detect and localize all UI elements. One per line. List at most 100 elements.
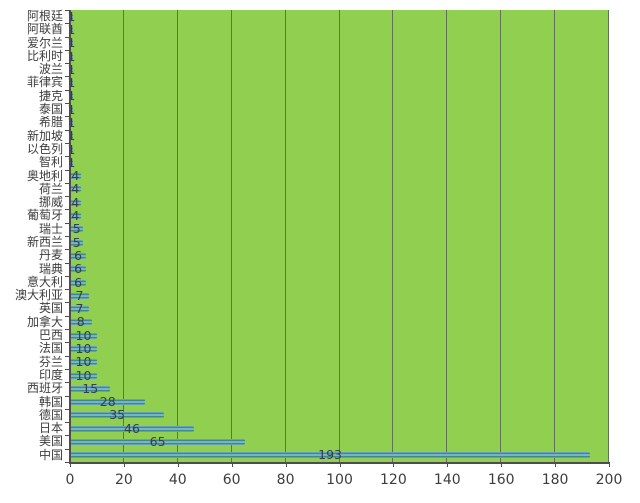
- y-axis-tick: [65, 103, 70, 105]
- x-axis-tick-label: 180: [541, 472, 569, 488]
- y-axis-label: 以色列: [26, 141, 63, 156]
- y-axis-tick: [65, 462, 70, 463]
- bar: [70, 359, 97, 366]
- y-axis-tick: [65, 448, 70, 450]
- bar-value-label: 28: [99, 393, 116, 409]
- bar-value-label: 4: [71, 181, 80, 197]
- x-axis-tick-label: 120: [380, 472, 407, 488]
- y-axis-tick: [65, 275, 70, 277]
- y-axis-label: 巴西: [38, 328, 63, 343]
- plot-area: 1 1 1 1 1 1 1 1 1 1 1 1 4 4 4 4 5 5 6 6 6 7 7 8 10 10 10 10 15 28 35 46…: [67, 8, 609, 462]
- bar-value-label: 65: [149, 433, 166, 449]
- y-axis-label: 丹麦: [38, 248, 63, 263]
- y-axis-label: 荷兰: [38, 181, 63, 196]
- y-axis-label: 菲律宾: [26, 75, 63, 90]
- y-axis-label: 新西兰: [26, 235, 63, 249]
- x-axis-tick-label: 160: [487, 472, 515, 488]
- bar: [70, 93, 73, 100]
- bar: [70, 26, 73, 33]
- gridline: [554, 10, 556, 462]
- y-axis-label: 新加坡: [26, 128, 63, 143]
- x-axis-tick: [555, 462, 557, 467]
- bar-value-label: 10: [75, 367, 92, 383]
- bar-value-label: 1: [67, 34, 76, 50]
- y-axis-label: 智利: [38, 155, 63, 170]
- x-axis-tick: [339, 462, 341, 467]
- bar: [70, 266, 87, 273]
- y-axis-label: 韩国: [38, 394, 63, 409]
- bar: [70, 213, 81, 220]
- bar-value-label: 1: [67, 61, 76, 77]
- bar-value-label: 10: [75, 354, 92, 370]
- y-axis-tick: [65, 249, 70, 251]
- y-axis-tick: [65, 10, 70, 11]
- x-axis-tick: [70, 462, 71, 467]
- bar: [70, 292, 89, 299]
- gridline: [122, 10, 124, 462]
- bar-value-label: 1: [67, 74, 76, 90]
- bar: [70, 399, 146, 406]
- x-axis-line: [69, 462, 609, 464]
- y-axis-label: 阿根廷: [26, 9, 63, 23]
- bar: [70, 385, 111, 392]
- bar-value-label: 1: [67, 141, 76, 157]
- bar-value-label: 5: [72, 221, 81, 237]
- bar: [70, 332, 97, 339]
- gridline: [500, 10, 502, 462]
- y-axis-tick: [65, 129, 70, 131]
- y-axis-tick: [65, 142, 70, 144]
- x-axis-tick-label: 0: [65, 472, 75, 488]
- bar: [70, 226, 84, 233]
- x-axis-tick-label: 40: [168, 472, 187, 488]
- bar-value-label: 6: [74, 274, 83, 290]
- y-axis-label: 瑞士: [38, 221, 63, 236]
- y-axis-label: 希腊: [38, 115, 63, 130]
- y-axis-tick: [65, 156, 70, 158]
- bar: [70, 66, 73, 73]
- y-axis-tick: [65, 89, 70, 91]
- bar-value-label: 1: [67, 8, 76, 24]
- bar: [70, 133, 73, 140]
- x-axis-tick: [501, 462, 503, 467]
- bar: [70, 412, 165, 419]
- y-axis-tick: [65, 76, 70, 78]
- bar-value-label: 35: [109, 407, 126, 423]
- bar: [70, 146, 73, 153]
- y-axis-tick: [65, 236, 70, 237]
- y-axis-label: 瑞典: [38, 261, 63, 276]
- bar: [70, 173, 81, 180]
- bar: [70, 346, 97, 352]
- y-axis-tick: [65, 315, 70, 317]
- y-axis-tick: [65, 23, 70, 25]
- x-axis-tick: [609, 462, 610, 467]
- y-axis-tick: [65, 329, 70, 331]
- bar-value-label: 6: [74, 247, 83, 263]
- y-axis-label: 加拿大: [26, 314, 63, 329]
- gridline: [392, 10, 394, 462]
- bar: [70, 439, 246, 446]
- y-axis-tick: [65, 49, 70, 51]
- x-axis-tick: [393, 462, 395, 467]
- y-axis-label: 美国: [38, 434, 63, 449]
- y-axis-label: 印度: [38, 367, 63, 382]
- bar-value-label: 4: [71, 207, 80, 223]
- y-axis-label: 阿联酋: [26, 22, 63, 37]
- bar-value-label: 1: [67, 88, 76, 104]
- y-axis-tick: [65, 262, 70, 264]
- y-axis-tick: [65, 422, 70, 424]
- bar: [70, 80, 73, 87]
- y-axis-tick: [65, 116, 70, 118]
- x-axis-tick: [231, 462, 233, 467]
- y-axis-label: 泰国: [38, 102, 63, 117]
- y-axis-label: 葡萄牙: [26, 208, 63, 223]
- bar-value-label: 8: [76, 314, 85, 330]
- y-axis-label: 西班牙: [26, 381, 63, 396]
- x-axis-tick-label: 140: [433, 472, 461, 488]
- y-axis-tick: [65, 289, 70, 291]
- y-axis-label: 意大利: [26, 274, 63, 289]
- y-axis-tick: [65, 382, 70, 384]
- bar: [70, 13, 73, 20]
- y-axis-label: 中国: [38, 447, 63, 462]
- y-axis-line: [69, 10, 71, 462]
- bar-value-label: 7: [75, 287, 84, 303]
